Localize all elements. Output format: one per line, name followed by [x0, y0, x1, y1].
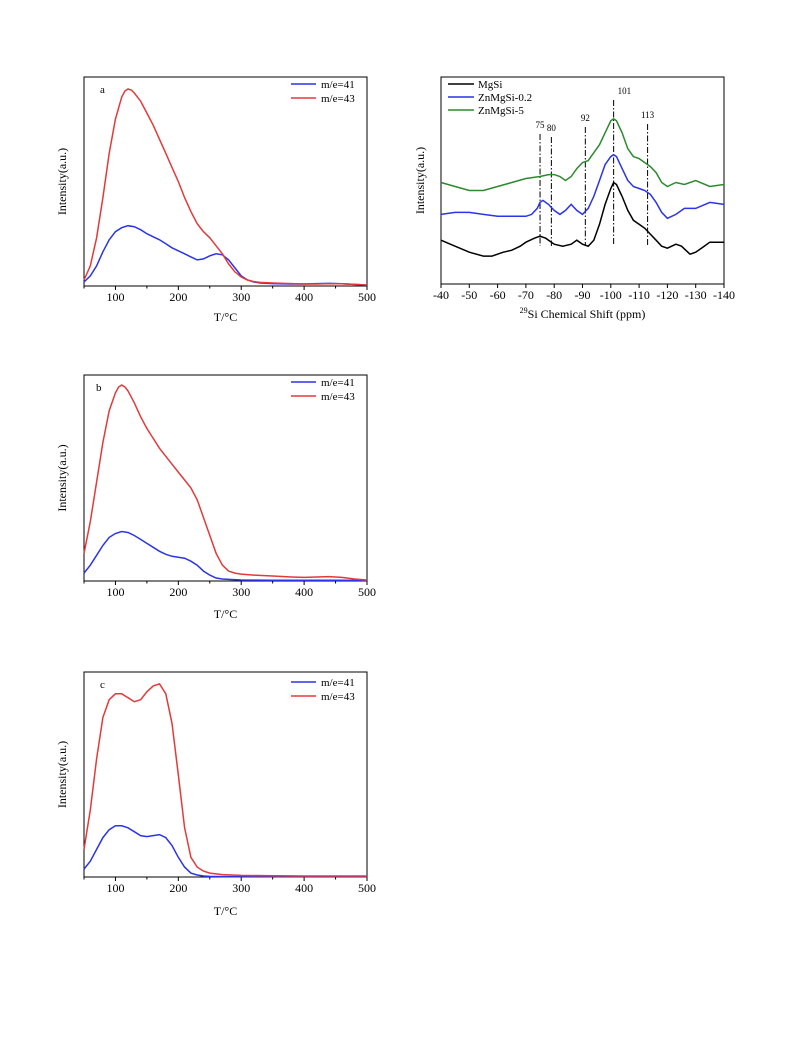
panel-letter: a [100, 84, 105, 96]
x-tick-label: -110 [628, 288, 650, 302]
peak-annotation: 101 [618, 86, 632, 96]
peak-annotation: 80 [547, 123, 557, 133]
x-tick-label: 100 [106, 881, 124, 895]
peak-annotation: 75 [536, 120, 546, 130]
series-line-mgsi [440, 181, 724, 257]
series-line-znmgsi-5 [440, 117, 725, 192]
x-axis-title: 29Si Chemical Shift (ppm) [520, 306, 646, 321]
panel-letter: b [96, 382, 102, 394]
x-tick-label: -100 [600, 288, 622, 302]
y-axis-title: Intensity(a.u.) [55, 148, 69, 215]
x-tick-label: 400 [295, 290, 313, 304]
x-tick-label: -80 [546, 288, 562, 302]
x-tick-label: -140 [713, 288, 735, 302]
x-tick-label: 500 [358, 585, 376, 599]
x-tick-label: 400 [295, 585, 313, 599]
series-line-m-e-41 [83, 825, 367, 878]
legend-label: m/e=41 [321, 377, 355, 389]
x-tick-label: -60 [490, 288, 506, 302]
x-tick-label: 200 [169, 881, 187, 895]
legend-label: m/e=41 [321, 79, 355, 91]
x-tick-label: 100 [106, 585, 124, 599]
chart-panel-a: 100 200 300 400 500 T/°C Intensity(a.u.) a m/e=4… [55, 76, 376, 324]
series-line-m-e-43 [83, 88, 368, 286]
legend-label: m/e=41 [321, 677, 355, 689]
legend-label: ZnMgSi-5 [478, 105, 524, 117]
legend-label: MgSi [478, 79, 502, 91]
x-tick-label: -50 [461, 288, 477, 302]
x-axis-title: T/°C [214, 904, 237, 918]
x-tick-label: 500 [358, 290, 376, 304]
x-tick-label: 300 [232, 881, 250, 895]
x-tick-label: 400 [295, 881, 313, 895]
x-tick-label: -70 [518, 288, 534, 302]
peak-annotation: 92 [581, 113, 590, 123]
x-tick-label: 500 [358, 881, 376, 895]
y-axis-title: Intensity(a.u.) [55, 444, 69, 511]
panel-letter: c [100, 679, 105, 691]
legend-label: ZnMgSi-0.2 [478, 92, 532, 104]
series-line-m-e-41 [83, 224, 368, 286]
x-axis-title-text: Si Chemical Shift (ppm) [528, 307, 646, 321]
x-tick-label: -120 [656, 288, 678, 302]
x-tick-label: 100 [106, 290, 124, 304]
series-line-m-e-43 [83, 683, 367, 877]
y-axis-title: Intensity(a.u.) [55, 741, 69, 808]
peak-annotation: 113 [641, 110, 655, 120]
x-axis-title: T/°C [214, 607, 237, 621]
x-tick-label: 300 [232, 290, 250, 304]
y-axis-title: Intensity(a.u.) [413, 147, 427, 214]
chart-panel-nmr: -40 -50 -60 -70 -80 -90 -100 -110 -120 -130 -140 29… [413, 76, 735, 321]
legend-label: m/e=43 [321, 691, 355, 703]
legend-label: m/e=43 [321, 93, 355, 105]
chart-panel-c: 100 200 300 400 500 T/°C Intensity(a.u.) c m/e=4… [55, 671, 376, 918]
x-axis-title-superscript: 29 [520, 306, 528, 315]
series-line-m-e-41 [83, 530, 368, 582]
x-tick-label: -130 [685, 288, 707, 302]
x-tick-label: -90 [575, 288, 591, 302]
x-tick-label: 200 [169, 585, 187, 599]
x-axis-title: T/°C [214, 310, 237, 324]
plot-frame [83, 374, 368, 582]
x-tick-label: 200 [169, 290, 187, 304]
series-line-znmgsi-0-2 [440, 153, 725, 220]
x-tick-label: 300 [232, 585, 250, 599]
legend-label: m/e=43 [321, 391, 355, 403]
chart-panel-b: 100 200 300 400 500 T/°C Intensity(a.u.) b m/e=4… [55, 374, 376, 621]
plot-frame [83, 76, 368, 287]
series-line-m-e-43 [83, 384, 368, 581]
x-tick-label: -40 [433, 288, 449, 302]
